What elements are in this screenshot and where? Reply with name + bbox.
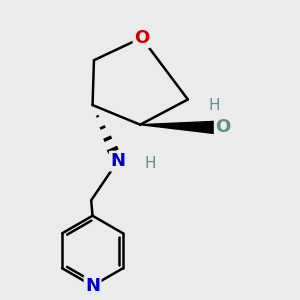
Text: H: H (144, 156, 156, 171)
Text: O: O (215, 118, 230, 136)
Text: O: O (134, 29, 149, 47)
Polygon shape (140, 121, 216, 134)
Text: N: N (110, 152, 125, 170)
Text: N: N (85, 277, 100, 295)
Text: H: H (209, 98, 220, 112)
